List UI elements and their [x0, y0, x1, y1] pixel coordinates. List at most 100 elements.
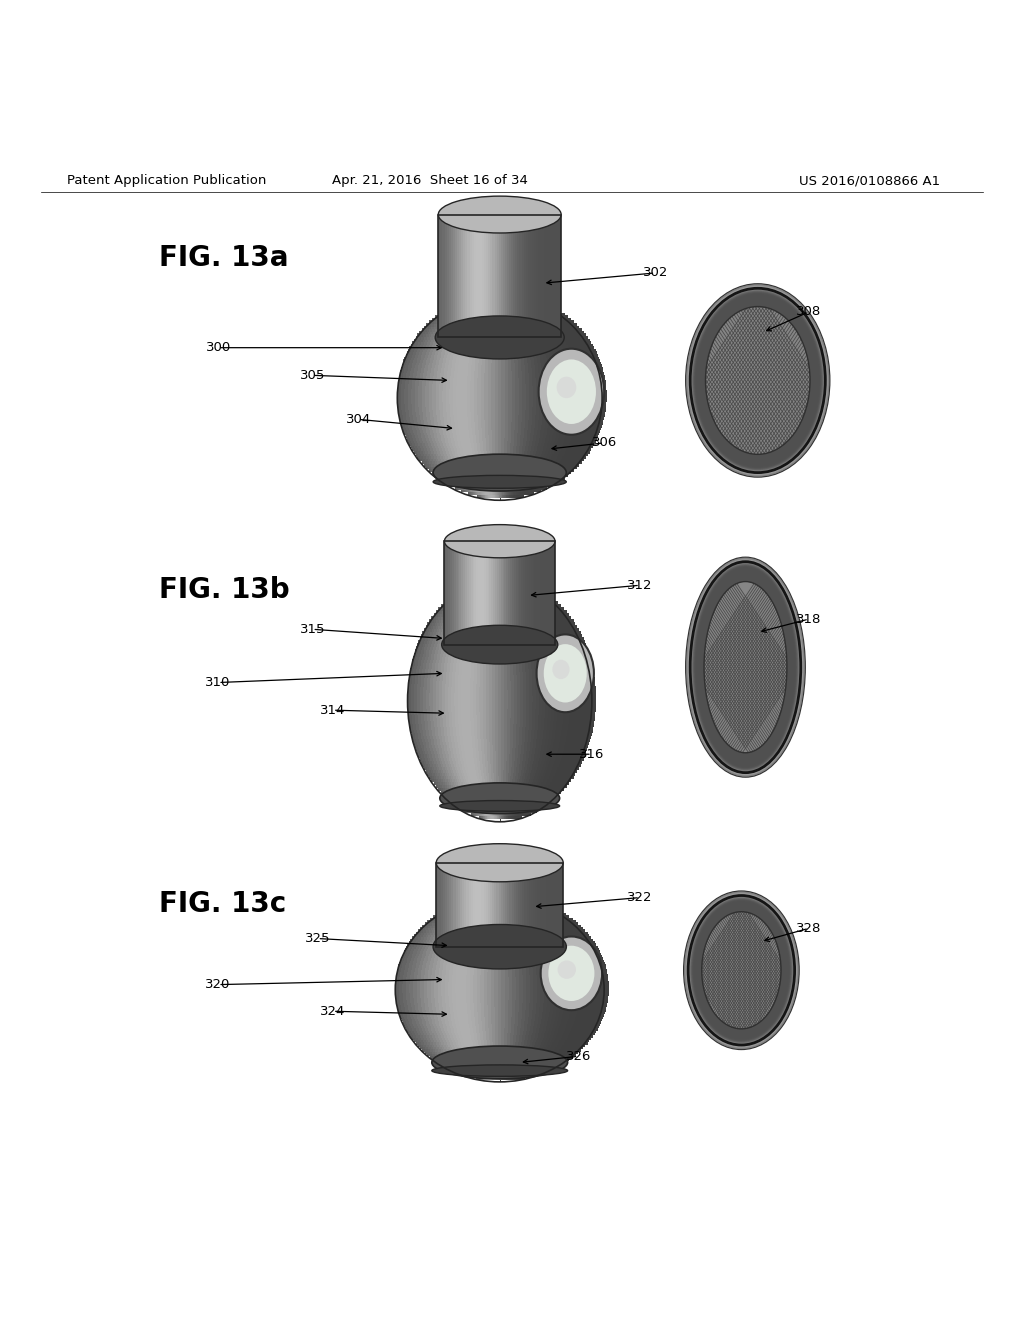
Bar	[502, 370, 506, 374]
Bar	[561, 469, 564, 471]
Bar	[555, 367, 559, 371]
Bar	[496, 763, 500, 767]
Bar	[456, 466, 460, 469]
Bar	[580, 450, 584, 454]
Bar	[484, 331, 488, 334]
Bar	[438, 437, 442, 441]
Bar	[486, 902, 489, 904]
Bar	[529, 463, 532, 466]
Bar	[432, 665, 436, 669]
Bar	[462, 1060, 466, 1063]
Bar	[449, 313, 452, 317]
Bar	[528, 661, 532, 665]
Bar	[541, 668, 545, 672]
Bar	[565, 723, 569, 727]
Bar	[492, 408, 496, 412]
Bar	[433, 432, 438, 436]
Bar	[525, 408, 530, 412]
Bar	[557, 680, 561, 684]
Bar	[433, 710, 437, 714]
Bar	[500, 817, 501, 822]
Bar	[467, 1064, 470, 1068]
Bar	[517, 297, 519, 301]
Bar	[488, 424, 493, 428]
Bar	[453, 975, 457, 979]
Bar	[569, 432, 573, 436]
Bar	[484, 393, 488, 396]
Bar	[522, 380, 526, 384]
Bar	[478, 896, 480, 900]
Bar	[539, 634, 542, 639]
Bar	[433, 689, 437, 693]
Bar	[581, 723, 585, 727]
Bar	[452, 701, 456, 706]
Bar	[459, 442, 463, 446]
Bar	[459, 308, 461, 312]
Bar	[474, 383, 478, 387]
Bar	[583, 440, 587, 444]
Bar	[540, 432, 545, 436]
Bar	[426, 455, 430, 459]
Bar	[475, 582, 477, 586]
Bar	[523, 1063, 526, 1065]
Bar	[396, 1002, 401, 1005]
Bar	[548, 738, 552, 742]
Bar	[553, 383, 558, 387]
Bar	[466, 738, 470, 742]
Bar	[517, 486, 520, 490]
Bar	[444, 367, 449, 371]
Bar	[428, 668, 432, 672]
Bar	[458, 944, 462, 946]
Bar	[458, 908, 461, 912]
Ellipse shape	[689, 896, 794, 1044]
Bar	[417, 981, 421, 983]
Bar	[537, 904, 539, 907]
Bar	[540, 902, 542, 904]
Bar	[551, 689, 555, 693]
Bar	[481, 744, 485, 748]
Bar	[511, 426, 515, 430]
Bar	[564, 1055, 568, 1059]
Bar	[426, 733, 430, 737]
Bar	[458, 692, 462, 697]
Bar	[590, 719, 594, 723]
Bar	[461, 367, 466, 371]
Bar	[525, 404, 530, 407]
Bar	[475, 1018, 479, 1022]
Bar	[592, 972, 597, 974]
Bar	[546, 917, 549, 921]
Bar	[442, 404, 447, 407]
Bar	[451, 1014, 455, 1016]
Bar	[512, 814, 514, 818]
Bar	[501, 461, 505, 463]
Bar	[489, 936, 494, 940]
Bar	[487, 401, 493, 404]
Bar	[585, 354, 589, 358]
Bar	[545, 628, 548, 632]
Bar	[460, 305, 463, 309]
Bar	[426, 351, 430, 355]
Bar	[419, 966, 423, 970]
Bar	[540, 388, 544, 391]
Bar	[593, 950, 597, 953]
Bar	[397, 385, 402, 389]
Bar	[439, 404, 443, 407]
Bar	[535, 1064, 538, 1068]
Bar	[503, 471, 507, 474]
Bar	[578, 756, 581, 760]
Bar	[529, 383, 534, 387]
Bar	[424, 717, 428, 721]
Bar	[424, 990, 428, 993]
Bar	[484, 370, 488, 374]
Bar	[518, 805, 520, 809]
Bar	[451, 624, 455, 630]
Bar	[531, 1074, 534, 1077]
Bar	[557, 1005, 561, 1007]
Bar	[444, 766, 449, 770]
Bar	[436, 659, 440, 663]
Bar	[500, 817, 501, 822]
Bar	[481, 367, 485, 371]
Bar	[552, 480, 555, 484]
Bar	[573, 408, 579, 412]
Bar	[474, 939, 478, 942]
